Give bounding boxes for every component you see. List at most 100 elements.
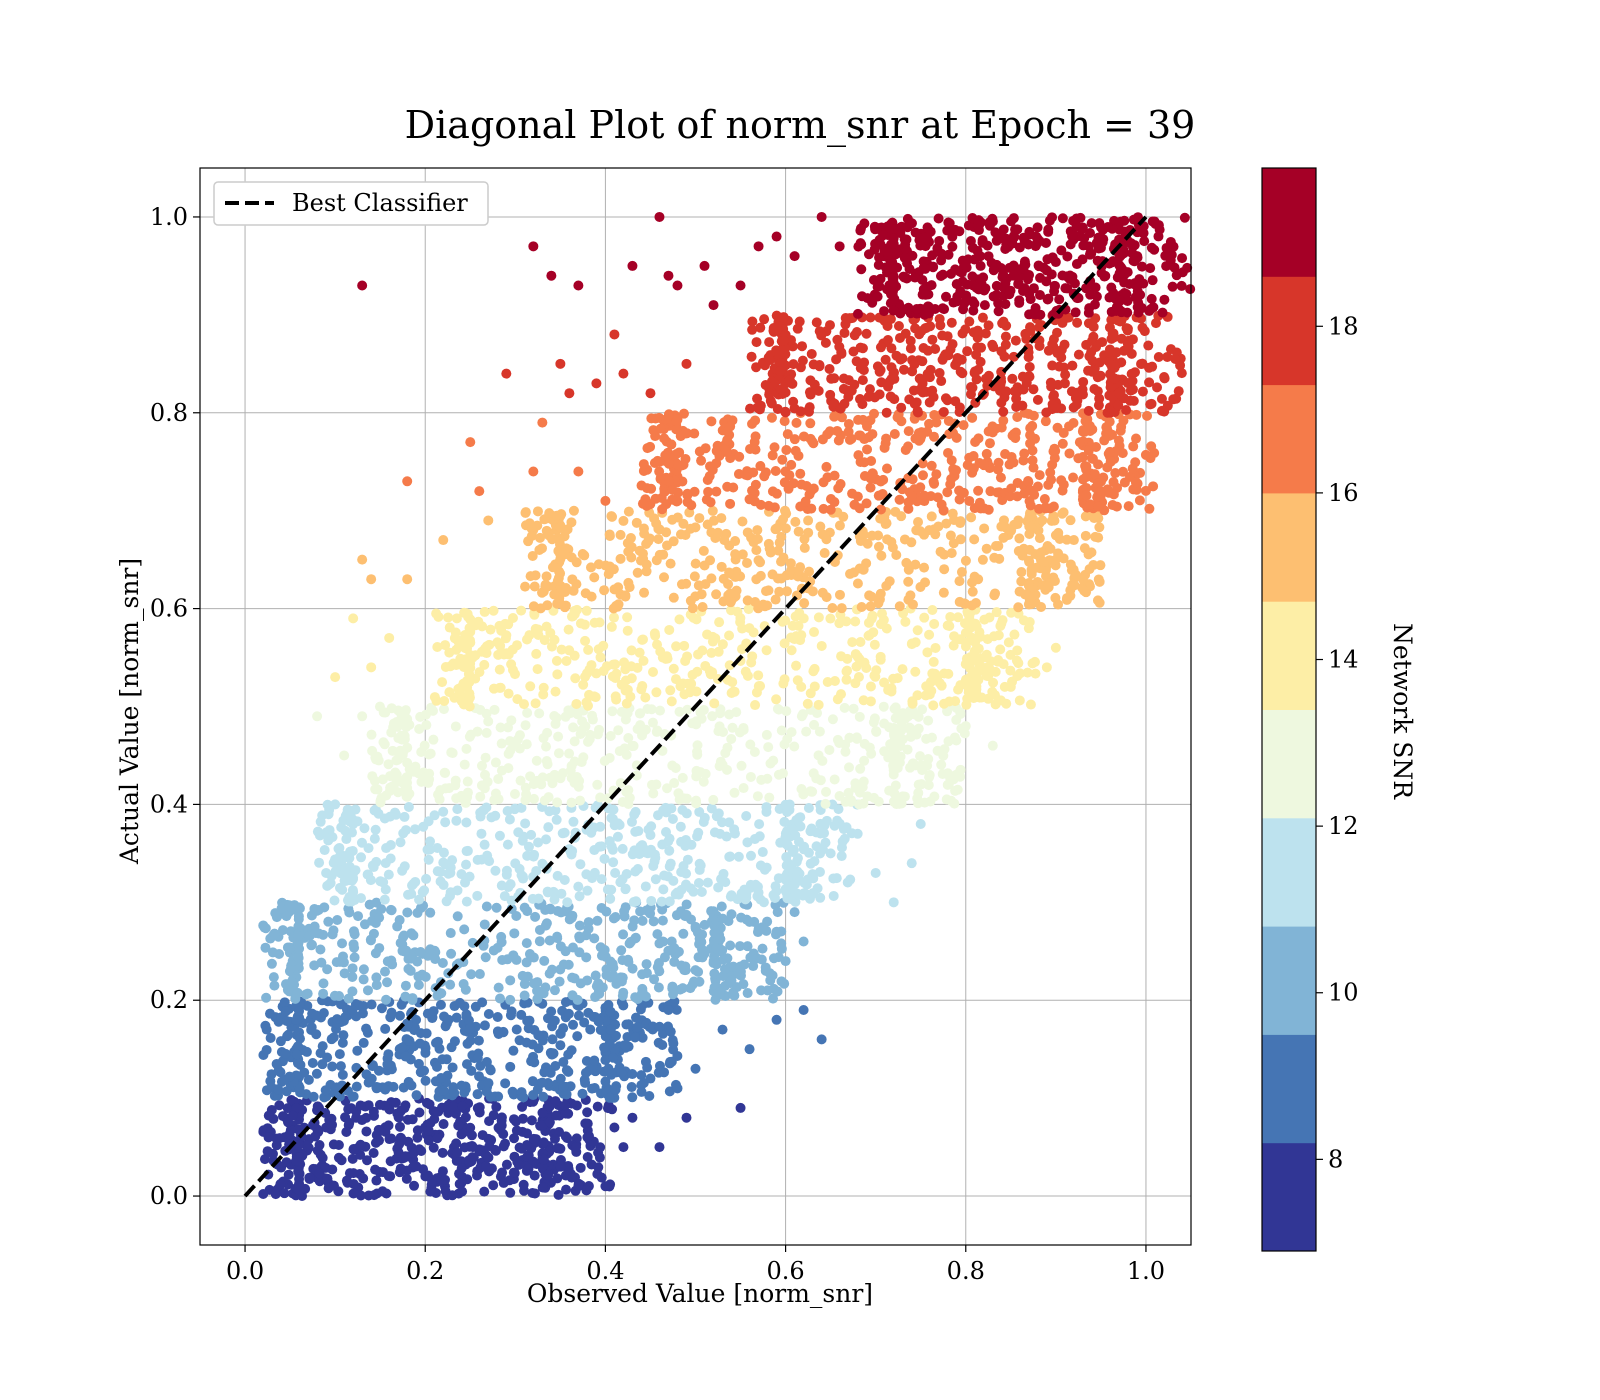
scatter-point (671, 424, 682, 435)
scatter-point (1095, 370, 1106, 381)
scatter-point (945, 611, 956, 622)
scatter-point (747, 324, 758, 335)
scatter-point (869, 639, 880, 650)
scatter-point (315, 944, 326, 955)
scatter-point (585, 562, 596, 573)
scatter-point (599, 853, 610, 864)
scatter-point (530, 911, 541, 922)
scatter-point (855, 342, 866, 353)
scatter-point (742, 595, 753, 606)
scatter-point (495, 640, 506, 651)
scatter-point (829, 497, 840, 508)
scatter-point (294, 943, 305, 954)
scatter-point (819, 828, 830, 839)
scatter-point (641, 559, 652, 570)
scatter-point (786, 565, 797, 576)
scatter-point (436, 988, 447, 999)
scatter-point (571, 1142, 582, 1153)
scatter-point-outlier (789, 907, 800, 918)
scatter-point (857, 782, 868, 793)
scatter-point (566, 912, 577, 923)
scatter-point (699, 812, 710, 823)
scatter-point (447, 855, 458, 866)
scatter-point (462, 609, 473, 620)
scatter-point (648, 425, 659, 436)
scatter-point (460, 984, 471, 995)
scatter-point (1023, 352, 1034, 363)
scatter-point (894, 601, 905, 612)
scatter-point (500, 1078, 511, 1089)
scatter-point (622, 625, 633, 636)
scatter-point (312, 826, 323, 837)
scatter-point (801, 726, 812, 737)
scatter-point (1010, 335, 1021, 346)
scatter-point (658, 805, 669, 816)
scatter-point (803, 515, 814, 526)
scatter-point (900, 713, 911, 724)
scatter-point (320, 1085, 331, 1096)
scatter-point (438, 1119, 449, 1130)
scatter-point (318, 988, 329, 999)
scatter-point (556, 907, 567, 918)
scatter-point (420, 1047, 431, 1058)
scatter-point (661, 826, 672, 837)
scatter-point (627, 1069, 638, 1080)
scatter-point (868, 627, 879, 638)
scatter-point (694, 446, 705, 457)
scatter-point (1113, 400, 1124, 411)
scatter-point (859, 434, 870, 445)
scatter-point (466, 969, 477, 980)
scatter-point (608, 857, 619, 868)
scatter-point (568, 585, 579, 596)
scatter-point (542, 727, 553, 738)
scatter-point (576, 725, 587, 736)
scatter-point (713, 646, 724, 657)
scatter-point (751, 337, 762, 348)
scatter-point (650, 493, 661, 504)
scatter-point (289, 900, 300, 911)
scatter-point (688, 976, 699, 987)
scatter-point (1105, 456, 1116, 467)
scatter-point (903, 426, 914, 437)
scatter-point (1073, 349, 1084, 360)
scatter-point (578, 679, 589, 690)
scatter-point (881, 407, 892, 418)
scatter-point (778, 335, 789, 346)
scatter-point (355, 1139, 366, 1150)
scatter-point (876, 377, 887, 388)
scatter-point (915, 526, 926, 537)
scatter-point (646, 413, 657, 424)
scatter-point (356, 852, 367, 863)
scatter-point (497, 1167, 508, 1178)
scatter-point (366, 999, 377, 1010)
scatter-point (573, 781, 584, 792)
scatter-point (856, 601, 867, 612)
scatter-point (817, 587, 828, 598)
scatter-point (780, 832, 791, 843)
scatter-point (258, 1189, 269, 1200)
scatter-point (411, 1161, 422, 1172)
scatter-point (797, 709, 808, 720)
scatter-point (811, 317, 822, 328)
scatter-point (488, 605, 499, 616)
scatter-point (509, 928, 520, 939)
scatter-point (951, 735, 962, 746)
scatter-point (974, 497, 985, 508)
scatter-point (447, 1062, 458, 1073)
scatter-point (649, 974, 660, 985)
scatter-point (729, 824, 740, 835)
scatter-point (831, 354, 842, 365)
scatter-point (376, 904, 387, 915)
scatter-point (919, 562, 930, 573)
scatter-point (443, 868, 454, 879)
scatter-point (498, 1141, 509, 1152)
scatter-point (446, 948, 457, 959)
scatter-point-outlier (1113, 388, 1124, 399)
scatter-point (763, 742, 774, 753)
scatter-point (814, 866, 825, 877)
scatter-point (451, 1012, 462, 1023)
scatter-point (770, 465, 781, 476)
scatter-point (316, 957, 327, 968)
scatter-point (423, 1135, 434, 1146)
scatter-point (400, 1051, 411, 1062)
